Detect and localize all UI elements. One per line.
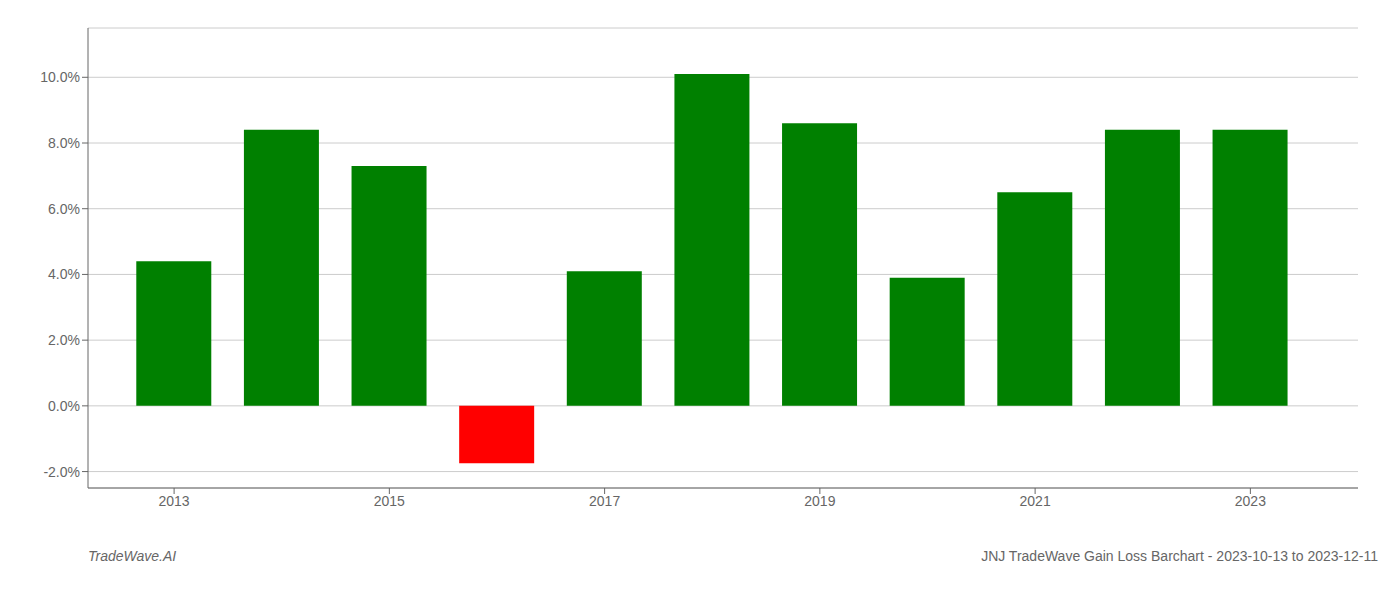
svg-text:2013: 2013 [159, 493, 190, 509]
svg-text:2023: 2023 [1235, 493, 1266, 509]
svg-text:2019: 2019 [804, 493, 835, 509]
svg-text:-2.0%: -2.0% [43, 464, 80, 480]
html-text:TradeWave.AI: TradeWave.AI [88, 548, 177, 564]
svg-text:2015: 2015 [374, 493, 405, 509]
svg-text:8.0%: 8.0% [48, 135, 80, 151]
html-text:JNJ TradeWave Gain Loss Barcha: JNJ TradeWave Gain Loss Barchart - 2023-… [981, 548, 1378, 564]
svg-text:4.0%: 4.0% [48, 266, 80, 282]
svg-text:2017: 2017 [589, 493, 620, 509]
svg-text:2.0%: 2.0% [48, 332, 80, 348]
svg-text:2021: 2021 [1020, 493, 1051, 509]
svg-text:10.0%: 10.0% [40, 69, 80, 85]
svg-text:0.0%: 0.0% [48, 398, 80, 414]
svg-text:6.0%: 6.0% [48, 201, 80, 217]
